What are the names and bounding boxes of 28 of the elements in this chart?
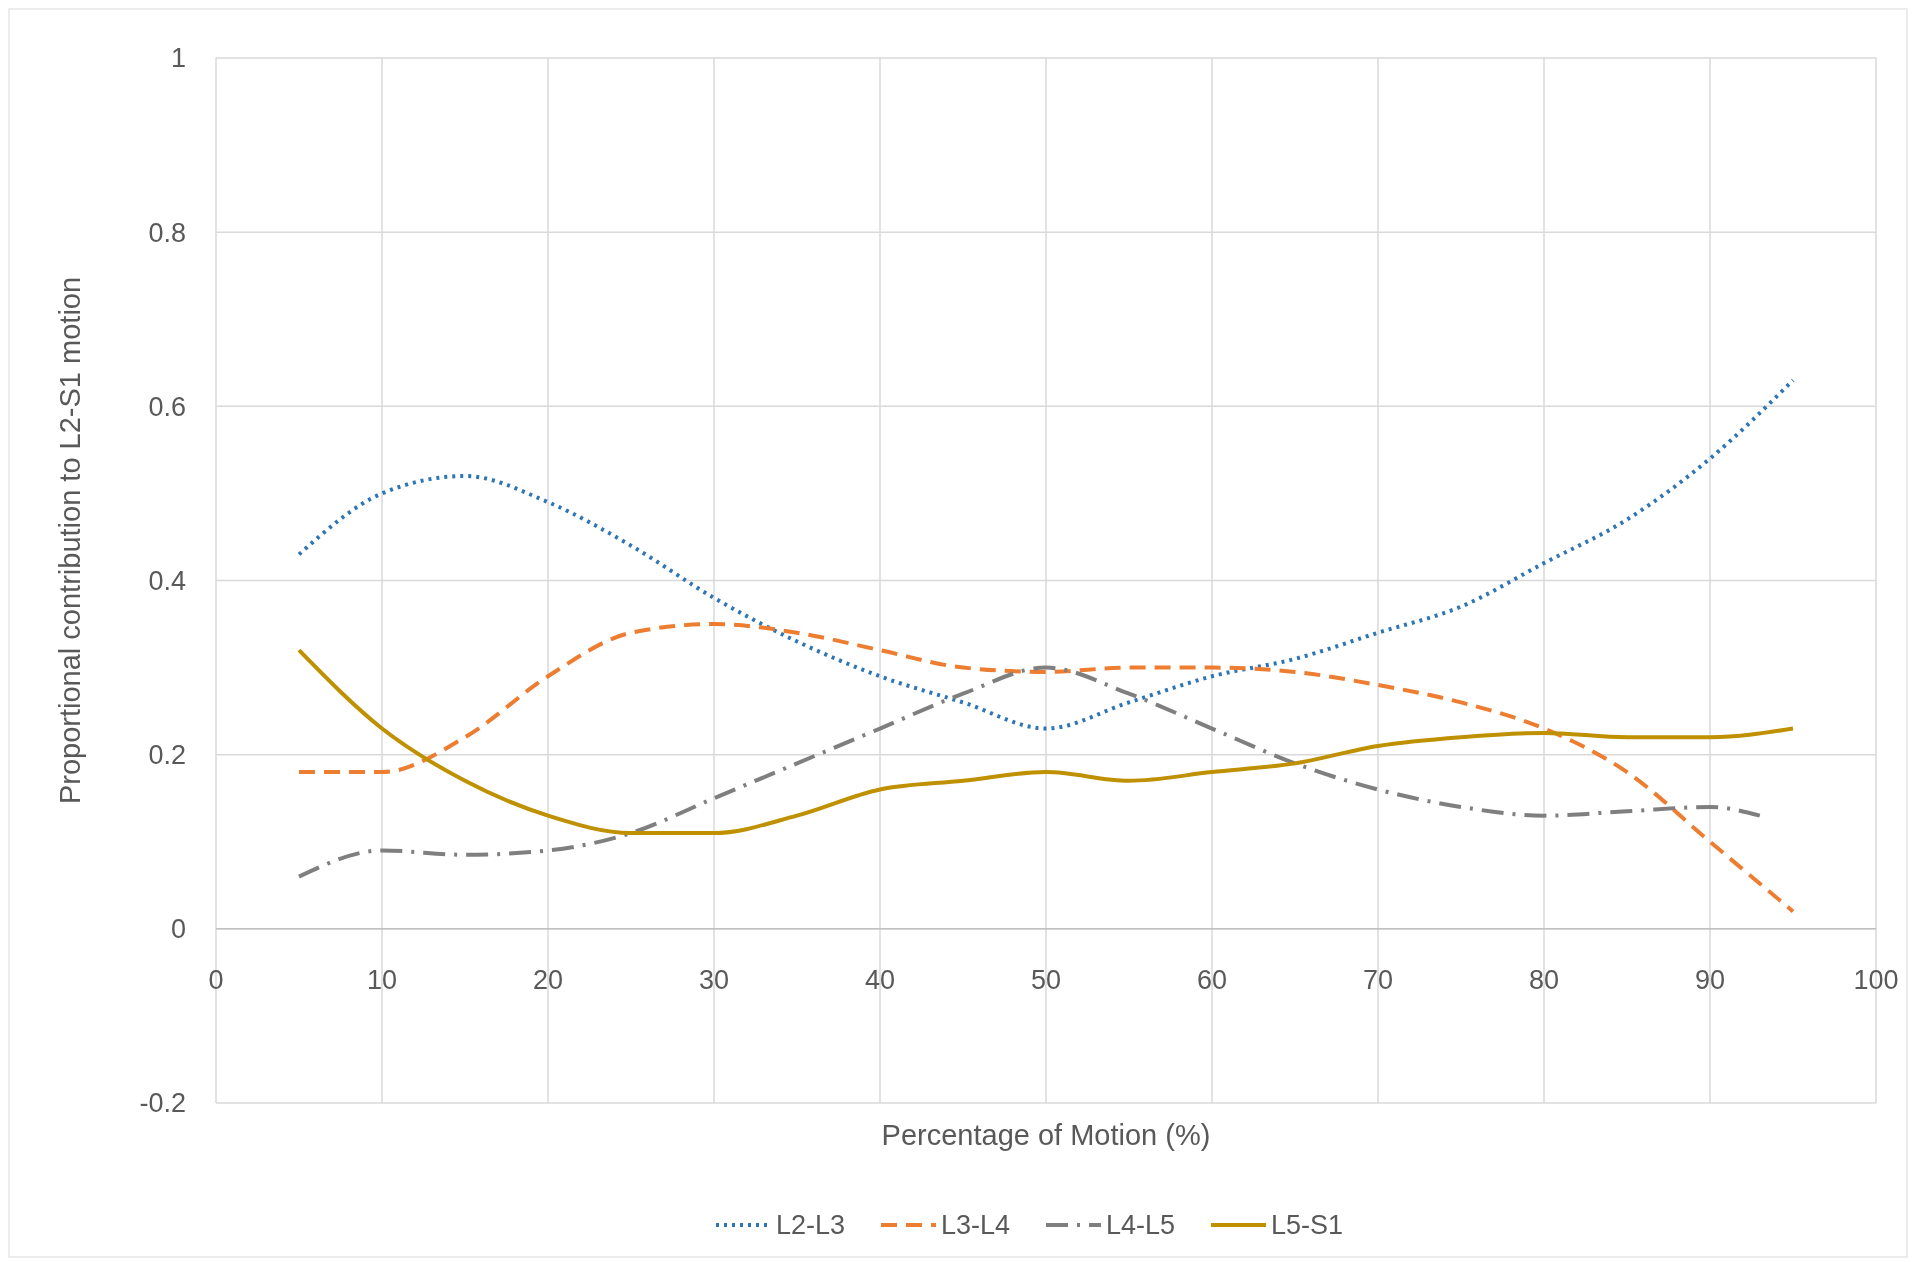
y-axis-title: Proportional contribution to L2-S1 motion xyxy=(54,276,86,805)
legend-label: L2-L3 xyxy=(776,1210,846,1241)
x-tick-label: 50 xyxy=(1030,964,1062,995)
y-tick-label: 0.6 xyxy=(148,391,186,422)
y-tick-label: 1 xyxy=(170,43,186,74)
x-tick-label: 70 xyxy=(1362,964,1394,995)
x-tick-label: 30 xyxy=(698,964,730,995)
x-axis-title: Percentage of Motion (%) xyxy=(881,1119,1211,1151)
legend-label: L3-L4 xyxy=(941,1210,1011,1241)
y-tick-label: 0.4 xyxy=(148,565,186,596)
y-tick-label: 0.8 xyxy=(148,217,186,248)
x-tick-label: 40 xyxy=(864,964,896,995)
legend-label: L4-L5 xyxy=(1106,1210,1176,1241)
y-tick-label: -0.2 xyxy=(139,1088,186,1119)
x-tick-label: 80 xyxy=(1528,964,1560,995)
legend-label: L5-S1 xyxy=(1271,1210,1344,1241)
y-tick-label: 0.2 xyxy=(148,740,186,771)
x-tick-label: 0 xyxy=(208,964,224,995)
line-series xyxy=(297,648,1795,836)
y-tick-label: 0 xyxy=(170,914,186,945)
x-tick-label: 90 xyxy=(1694,964,1726,995)
x-tick-label: 100 xyxy=(1853,964,1899,995)
x-tick-label: 10 xyxy=(366,964,398,995)
x-tick-label: 60 xyxy=(1196,964,1228,995)
x-tick-label: 20 xyxy=(532,964,564,995)
line-series xyxy=(297,378,1795,731)
line-series xyxy=(297,622,1795,914)
line-series xyxy=(297,665,1762,879)
